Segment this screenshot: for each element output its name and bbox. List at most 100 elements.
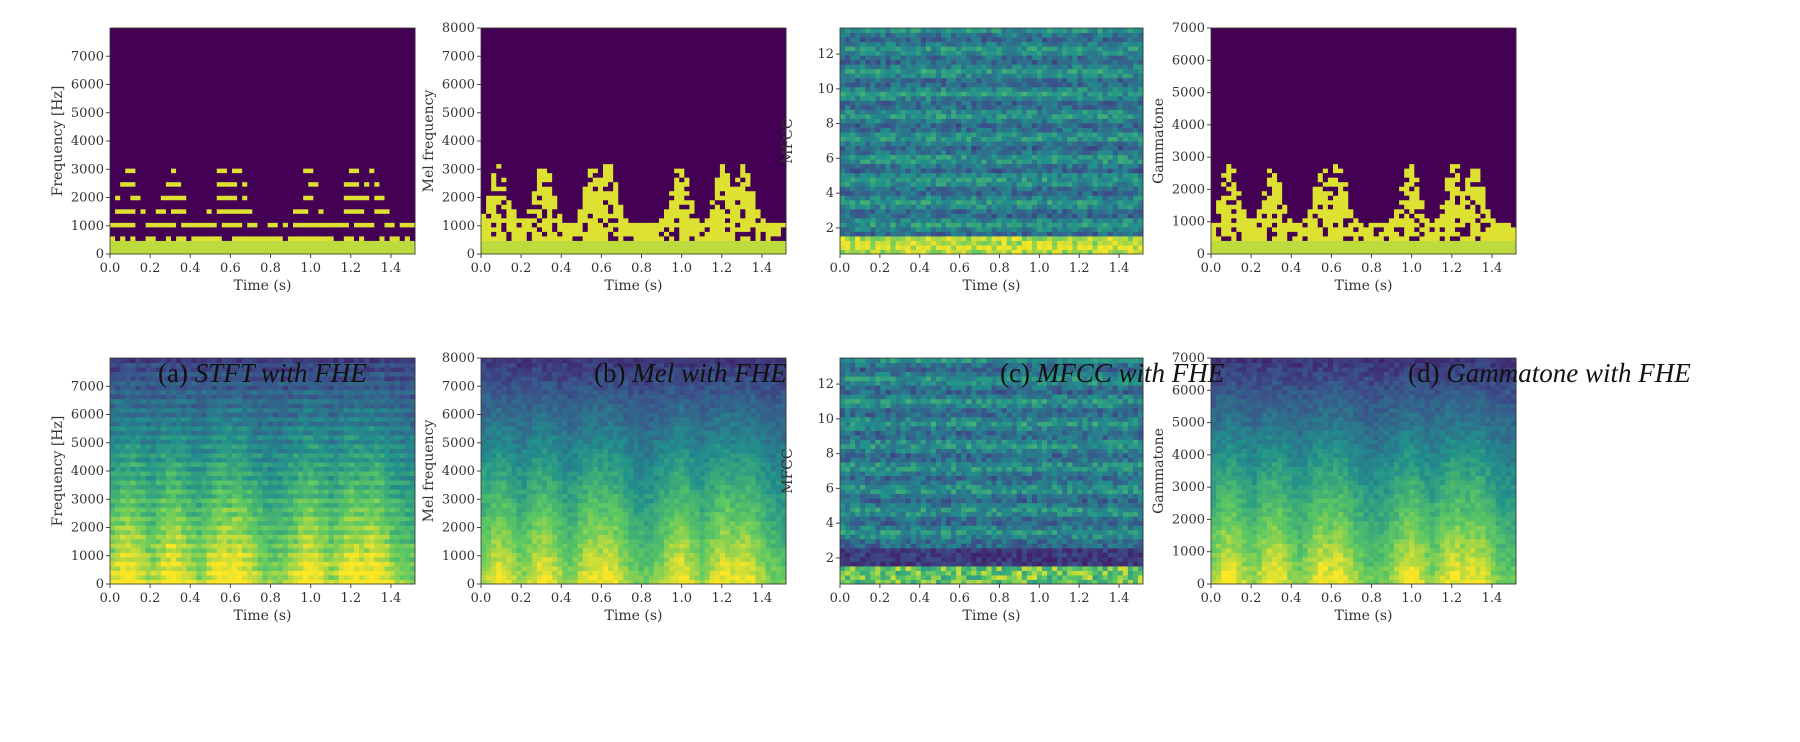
heatmap-cell (191, 186, 197, 191)
heatmap-cell (567, 141, 573, 146)
heatmap-cell (135, 236, 141, 241)
heatmap-cell (512, 240, 518, 245)
heatmap-cell (588, 182, 594, 187)
heatmap-cell (491, 127, 497, 132)
heatmap-cell (578, 28, 584, 33)
heatmap-cell (125, 227, 131, 232)
heatmap-cell (659, 204, 665, 209)
heatmap-cell (517, 159, 523, 164)
heatmap-cell (313, 218, 319, 223)
heatmap-cell (385, 236, 391, 241)
heatmap-cell (532, 42, 538, 47)
heatmap-cell (578, 159, 584, 164)
heatmap-cell (374, 146, 380, 151)
heatmap-cell (278, 123, 284, 128)
heatmap-cell (385, 164, 391, 169)
heatmap-cell (496, 91, 502, 96)
heatmap-cell (222, 96, 228, 101)
heatmap-cell (593, 127, 599, 132)
heatmap-cell (130, 114, 136, 119)
heatmap-cell (227, 132, 233, 137)
heatmap-cell (506, 222, 512, 227)
heatmap-cell (400, 227, 406, 232)
heatmap-cell (374, 213, 380, 218)
heatmap-cell (247, 123, 253, 128)
heatmap-cell (115, 64, 121, 69)
heatmap-cell (217, 191, 223, 196)
heatmap-cell (481, 123, 487, 128)
heatmap-cell (603, 227, 609, 232)
heatmap-cell (166, 186, 172, 191)
heatmap-cell (522, 109, 528, 114)
heatmap-cell (567, 91, 573, 96)
heatmap-cell (654, 173, 660, 178)
heatmap-cell (334, 33, 340, 38)
heatmap-cell (644, 164, 650, 169)
heatmap-cell (222, 213, 228, 218)
heatmap-cell (308, 123, 314, 128)
heatmap-cell (390, 73, 396, 78)
heatmap-cell (547, 155, 553, 160)
heatmap-cell (634, 46, 640, 51)
heatmap-cell (603, 141, 609, 146)
heatmap-cell (613, 69, 619, 74)
heatmap-cell (176, 73, 182, 78)
heatmap-cell (120, 96, 126, 101)
heatmap-cell (181, 87, 187, 92)
heatmap-cell (557, 191, 563, 196)
heatmap-cell (567, 46, 573, 51)
heatmap-cell (186, 87, 192, 92)
heatmap-cell (283, 91, 289, 96)
heatmap-cell (496, 78, 502, 83)
heatmap-cell (506, 177, 512, 182)
heatmap-cell (207, 118, 213, 123)
heatmap-cell (237, 64, 243, 69)
heatmap-cell (283, 51, 289, 56)
heatmap-cell (268, 150, 274, 155)
heatmap-cell (130, 222, 136, 227)
heatmap-cell (303, 100, 309, 105)
heatmap-cell (405, 236, 411, 241)
heatmap-cell (603, 164, 609, 169)
heatmap-cell (344, 82, 350, 87)
heatmap-cell (639, 186, 645, 191)
heatmap-cell (537, 105, 543, 110)
heatmap-cell (298, 64, 304, 69)
heatmap-cell (120, 213, 126, 218)
heatmap-cell (207, 209, 213, 214)
heatmap-cell (562, 177, 568, 182)
heatmap-cell (364, 87, 370, 92)
heatmap-cell (623, 73, 629, 78)
heatmap-cell (664, 82, 670, 87)
heatmap-cell (374, 100, 380, 105)
heatmap-cell (344, 186, 350, 191)
heatmap-cell (349, 231, 355, 236)
heatmap-cell (308, 186, 314, 191)
heatmap-cell (313, 42, 319, 47)
heatmap-cell (654, 177, 660, 182)
heatmap-cell (496, 213, 502, 218)
heatmap-cell (324, 204, 330, 209)
heatmap-cell (161, 222, 167, 227)
heatmap-cell (196, 231, 202, 236)
heatmap-cell (659, 240, 665, 245)
heatmap-cell (344, 127, 350, 132)
heatmap-cell (273, 186, 279, 191)
heatmap-cell (501, 37, 507, 42)
heatmap-cell (293, 164, 299, 169)
heatmap-cell (247, 60, 253, 65)
heatmap-cell (512, 159, 518, 164)
heatmap-cell (573, 51, 579, 56)
heatmap-cell (354, 96, 360, 101)
heatmap-cell (567, 222, 573, 227)
heatmap-cell (283, 127, 289, 132)
heatmap-cell (608, 78, 614, 83)
heatmap-cell (125, 96, 131, 101)
heatmap-cell (623, 91, 629, 96)
heatmap-cell (588, 118, 594, 123)
heatmap-cell (628, 164, 634, 169)
heatmap-cell (369, 51, 375, 56)
heatmap-cell (283, 64, 289, 69)
heatmap-cell (288, 46, 294, 51)
heatmap-cell (166, 204, 172, 209)
